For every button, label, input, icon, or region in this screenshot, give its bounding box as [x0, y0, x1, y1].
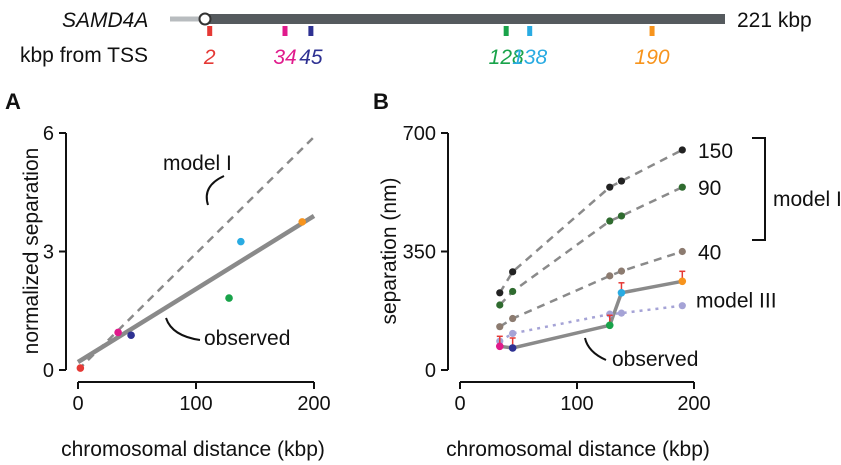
- panel-a-x-tick-label-0: 0: [72, 393, 83, 415]
- tss-tick-2: [207, 26, 213, 36]
- panel-a-points: [76, 218, 307, 372]
- panel-a-y-tick-label-3: 3: [43, 242, 54, 264]
- panel-b-axes: 0 100 200 0 350 700: [403, 123, 711, 415]
- panel-b-series-0-point-2: [606, 183, 614, 191]
- panel-a-point-0: [76, 364, 85, 372]
- panel-b-lines: [498, 148, 683, 350]
- model-ii-bracket: [752, 137, 766, 241]
- panel-b-x-tick-label-0: 0: [454, 393, 465, 415]
- panel-b-series-1-point-1: [509, 287, 517, 296]
- model-ii-label: model II: [773, 188, 841, 211]
- panel-b-series-3-point-1: [509, 329, 517, 338]
- panel-b-series-label-0: 150: [698, 140, 733, 163]
- panel-b-series-1-point-0: [496, 301, 504, 309]
- panel-b-observed-point-4: [678, 277, 687, 286]
- gene-length-label: 221 kbp: [737, 9, 812, 32]
- panel-a-point-1: [114, 328, 122, 337]
- panel-b-series-0-point-0: [496, 289, 504, 297]
- panel-b-label: B: [373, 89, 389, 114]
- panel-b-series-line-2: [499, 250, 683, 328]
- panel-b-series-1-point-3: [617, 212, 626, 220]
- panel-a-model-label: model I: [163, 152, 232, 175]
- panel-b-series-2-point-3: [617, 267, 626, 275]
- panel-b-y-axis-title: separation (nm): [378, 177, 401, 324]
- tss-axis-label: kbp from TSS: [20, 44, 148, 67]
- panel-a-y-tick-label-6: 6: [43, 123, 54, 145]
- panel-b-x-axis-title: chromosomal distance (kbp): [446, 438, 710, 461]
- panel-b-observed-line: [499, 279, 683, 350]
- panel-b-observed-point-2: [605, 321, 614, 330]
- panel-a-point-4: [237, 237, 245, 246]
- tss-label-128: 128: [489, 46, 524, 69]
- panel-b-observed-point-1: [508, 344, 517, 352]
- panel-b-observed-point-0: [495, 342, 504, 351]
- panel-a-axes: 0 100 200 0 3 6: [43, 123, 331, 415]
- panel-b-series-1-point-4: [678, 183, 686, 191]
- panel-b-observed-leader: [584, 337, 607, 361]
- panel-b-series-label-1: 90: [698, 177, 721, 200]
- panel-a-x-tick-label-200: 200: [297, 393, 330, 415]
- panel-b-series-label-3: model III: [696, 290, 777, 313]
- panel-b-series-line-1: [498, 186, 683, 306]
- panel-a-x-axis-title: chromosomal distance (kbp): [61, 438, 325, 461]
- panel-a-model-leader: [205, 175, 225, 206]
- panel-b-observed-point-3: [617, 289, 626, 297]
- tss-label-2: 2: [203, 46, 216, 69]
- tss-tick-45: [308, 26, 314, 36]
- panel-b-series-3-point-3: [617, 309, 626, 317]
- panel-b-points: [495, 146, 687, 352]
- tss-label-34: 34: [273, 46, 296, 69]
- panel-a-point-3: [225, 294, 233, 302]
- panel-b-y-tick-label-0: 0: [425, 360, 436, 382]
- panel-a-point-2: [127, 331, 135, 340]
- panel-b-series-label-2: 40: [698, 242, 721, 265]
- tss-tick-190: [649, 26, 655, 36]
- tss-label-190: 190: [635, 46, 670, 69]
- tss-tick-34: [282, 26, 288, 36]
- panel-b-series-2-point-1: [509, 314, 517, 323]
- observed-fit-line: [76, 214, 316, 365]
- panel-a-label: A: [5, 89, 21, 114]
- panel-b-series-0-point-3: [617, 177, 626, 185]
- panel-b-y-tick-label-700: 700: [403, 123, 436, 145]
- panel-b-series-3-point-4: [678, 302, 686, 310]
- panel-a-x-tick-label-100: 100: [179, 393, 212, 415]
- gene-name: SAMD4A: [62, 9, 148, 32]
- panel-b-series-labels: 150 90 40 model III: [696, 140, 777, 313]
- panel-a-y-tick-label-0: 0: [43, 360, 54, 382]
- panel-b-y-tick-label-350: 350: [403, 242, 436, 264]
- panel-b-series-line-0: [498, 148, 683, 294]
- panel-a: A 0 100 200 0 3 6 normalized separation chrom…: [5, 89, 331, 461]
- panel-a-observed-leader: [165, 317, 201, 341]
- panel-b-series-0-point-1: [509, 268, 517, 276]
- panel-a-y-axis-title: normalized separation: [20, 148, 43, 355]
- panel-b-series-0-point-4: [678, 146, 686, 154]
- tss-marker: [198, 12, 212, 26]
- panel-b-series-1-point-2: [606, 217, 614, 225]
- tss-label-45: 45: [299, 46, 323, 69]
- tss-tick-138: [527, 26, 533, 36]
- panel-b-observed-label: observed: [612, 348, 698, 371]
- panel-a-lines: [76, 136, 316, 371]
- panel-b-x-tick-label-100: 100: [560, 393, 593, 415]
- panel-b-x-tick-label-200: 200: [677, 393, 710, 415]
- tss-tick-128: [503, 26, 509, 36]
- panel-b-series-2-point-4: [678, 247, 686, 256]
- panel-a-observed-label: observed: [204, 327, 290, 350]
- tss-label-138: 138: [512, 46, 547, 69]
- panel-b-series-2-point-0: [496, 323, 504, 331]
- panel-a-point-5: [298, 218, 307, 226]
- panel-b-series-2-point-2: [606, 272, 614, 280]
- panel-b: B 0 100 200 0 350 700 separation (nm) chromos…: [373, 89, 841, 461]
